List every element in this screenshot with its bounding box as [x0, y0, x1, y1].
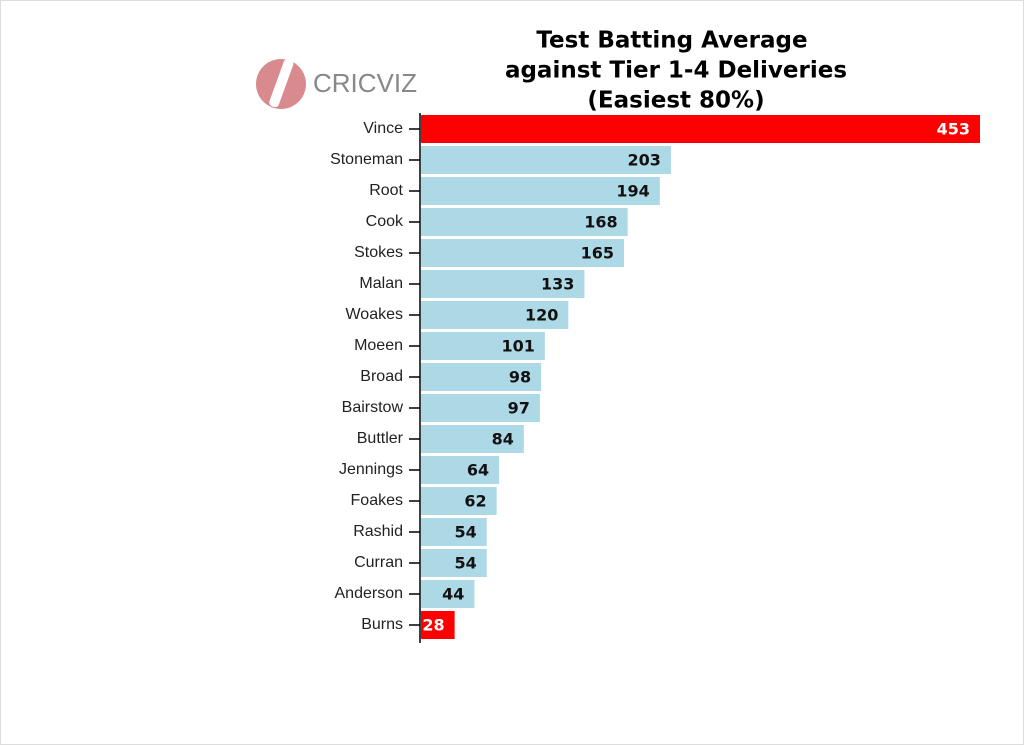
value-label: 62 [464, 492, 486, 511]
y-tick-label: Cook [366, 213, 404, 230]
bar [421, 518, 487, 546]
bar [421, 580, 475, 608]
value-label: 97 [508, 399, 530, 418]
bar [421, 177, 660, 205]
y-tick-label: Buttler [357, 430, 404, 447]
bar [421, 208, 628, 236]
value-label: 64 [467, 461, 489, 480]
bar [421, 394, 540, 422]
y-tick-label: Burns [361, 616, 403, 633]
y-tick-label: Rashid [353, 523, 403, 540]
y-tick-label: Vince [363, 120, 403, 137]
y-tick-label: Foakes [351, 492, 403, 509]
value-label: 44 [442, 585, 464, 604]
value-label: 98 [509, 368, 531, 387]
y-tick-label: Moeen [354, 337, 403, 354]
bar [421, 456, 500, 484]
bar [421, 270, 585, 298]
y-tick-label: Root [369, 182, 403, 199]
value-label: 165 [581, 244, 614, 263]
bar [421, 239, 624, 267]
bar [421, 301, 569, 329]
chart-title: Test Batting Average [536, 28, 807, 54]
chart-title: against Tier 1-4 Deliveries [505, 58, 847, 84]
y-tick-label: Broad [360, 368, 403, 385]
y-tick-label: Jennings [339, 461, 403, 478]
logo: CRICVIZ [256, 58, 417, 109]
logo-text: CRICVIZ [313, 68, 417, 98]
value-label: 203 [628, 151, 661, 170]
bar [421, 611, 455, 639]
chart-title: (Easiest 80%) [587, 88, 764, 114]
y-tick-label: Bairstow [342, 399, 404, 416]
y-tick-label: Woakes [345, 306, 403, 323]
y-tick-label: Anderson [335, 585, 404, 602]
bar [421, 425, 524, 453]
y-tick-label: Malan [359, 275, 403, 292]
value-label: 133 [541, 275, 574, 294]
bar [421, 115, 980, 143]
value-label: 168 [584, 213, 617, 232]
value-label: 54 [454, 523, 476, 542]
value-label: 120 [525, 306, 558, 325]
value-label: 28 [422, 616, 444, 635]
value-label: 453 [937, 120, 970, 139]
value-label: 101 [501, 337, 534, 356]
y-tick-label: Stokes [354, 244, 403, 261]
bar [421, 363, 542, 391]
value-label: 84 [492, 430, 514, 449]
y-tick-label: Curran [354, 554, 403, 571]
y-tick-label: Stoneman [330, 151, 403, 168]
bar [421, 146, 671, 174]
bar [421, 332, 545, 360]
value-label: 194 [616, 182, 649, 201]
bar [421, 487, 497, 515]
logo-bat [269, 58, 294, 108]
bar [421, 549, 487, 577]
value-label: 54 [454, 554, 476, 573]
